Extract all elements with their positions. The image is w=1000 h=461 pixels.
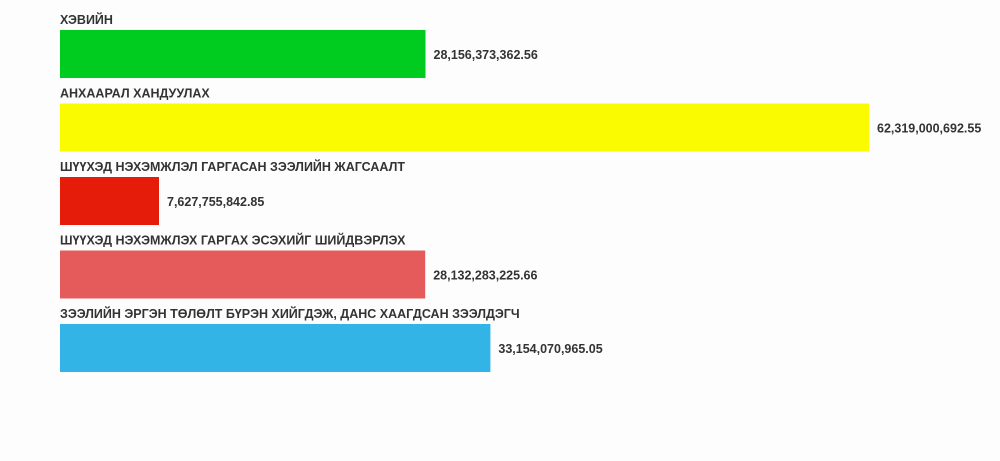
bar	[60, 177, 159, 225]
bar	[60, 30, 426, 78]
bar	[60, 103, 869, 152]
category-label: ХЭВИЙН	[60, 12, 113, 27]
value-label: 62,319,000,692.55	[877, 122, 981, 136]
value-label: 28,156,373,362.56	[434, 48, 538, 62]
category-label: ЗЭЭЛИЙН ЭРГЭН ТӨЛӨЛТ БҮРЭН ХИЙГДЭЖ, ДАНС…	[60, 306, 520, 321]
bar	[60, 324, 491, 372]
bars-group: ХЭВИЙН 28,156,373,362.56 АНХААРАЛ ХАНДУУЛА…	[60, 12, 981, 372]
value-label: 33,154,070,965.05	[498, 342, 602, 356]
category-label: ШҮҮХЭД НЭХЭМЖЛЭЛ ГАРГАСАН ЗЭЭЛИЙН ЖАГСАА…	[60, 159, 405, 174]
category-label: АНХААРАЛ ХАНДУУЛАХ	[60, 87, 210, 101]
value-label: 28,132,283,225.66	[433, 269, 537, 283]
bar	[60, 250, 426, 299]
value-label: 7,627,755,842.85	[167, 195, 264, 209]
category-label: ШҮҮХЭД НЭХЭМЖЛЭХ ГАРГАХ ЭСЭХИЙГ ШИЙДВЭРЛ…	[60, 233, 406, 248]
